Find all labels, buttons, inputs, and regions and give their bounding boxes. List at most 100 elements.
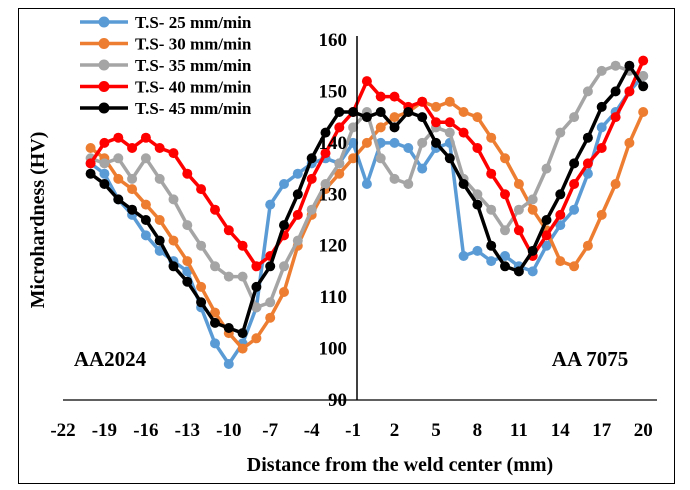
data-point <box>638 107 649 117</box>
data-point <box>223 359 234 369</box>
legend-item: T.S- 45 mm/min <box>80 99 252 118</box>
data-point <box>306 173 317 184</box>
data-point <box>389 122 400 133</box>
data-point <box>596 101 607 112</box>
data-point <box>527 194 538 205</box>
data-point <box>237 343 248 354</box>
data-point <box>265 297 276 308</box>
data-point <box>361 112 372 123</box>
labels-layer: -22 -19 -16 -13 -10 -7 -4 -1 2 5 8 11 14 17 20 90 100 110… <box>27 30 653 476</box>
data-point <box>210 307 220 318</box>
data-point <box>127 204 138 215</box>
legend-label: T.S- 45 mm/min <box>135 99 252 118</box>
data-point <box>417 137 428 148</box>
data-point <box>638 81 649 92</box>
data-point <box>541 240 552 251</box>
data-point <box>127 173 138 184</box>
data-point <box>223 323 234 333</box>
data-point <box>458 107 469 117</box>
data-point <box>610 112 621 123</box>
data-point <box>334 107 345 117</box>
data-point <box>582 86 593 97</box>
data-point <box>486 204 497 215</box>
data-point <box>527 245 538 256</box>
legend-swatch-marker <box>98 16 110 28</box>
data-point <box>279 287 289 297</box>
y-tick-label: 140 <box>319 133 348 154</box>
legend-swatch-marker <box>98 59 110 71</box>
data-point <box>500 251 510 261</box>
data-point <box>320 148 331 159</box>
data-point <box>306 153 317 164</box>
data-point <box>403 143 414 153</box>
y-axis-title: Microhardness (HV) <box>27 132 49 309</box>
data-point <box>127 184 138 195</box>
data-point <box>472 143 483 153</box>
data-point <box>99 158 110 169</box>
x-tick-label: 14 <box>551 420 571 441</box>
data-point <box>334 168 345 179</box>
data-point <box>196 184 207 195</box>
region-annotation: AA 7075 <box>552 347 628 371</box>
data-point <box>582 158 593 169</box>
data-point <box>223 225 234 236</box>
data-point <box>182 220 193 231</box>
x-tick-label: 5 <box>431 420 441 441</box>
x-tick-label: 20 <box>634 420 653 441</box>
data-point <box>403 107 414 117</box>
data-point <box>154 143 165 153</box>
data-point <box>127 143 138 153</box>
data-point <box>85 143 96 153</box>
data-point <box>417 112 428 123</box>
x-axis-title: Distance from the weld center (mm) <box>247 454 553 476</box>
data-point <box>513 179 524 189</box>
legend-item: T.S- 30 mm/min <box>80 35 252 54</box>
data-point <box>596 65 607 76</box>
x-tick-label: 17 <box>592 420 612 441</box>
x-tick-label: -13 <box>175 420 200 441</box>
data-point <box>389 173 400 184</box>
data-point <box>444 117 455 128</box>
data-point <box>182 168 193 179</box>
data-point <box>348 107 359 117</box>
data-point <box>431 137 441 148</box>
data-point <box>140 230 151 241</box>
data-point <box>541 215 552 225</box>
data-point <box>472 189 483 200</box>
data-point <box>140 215 151 225</box>
data-point <box>237 328 248 339</box>
data-point <box>196 240 207 251</box>
data-point <box>375 153 386 164</box>
data-point <box>472 112 483 123</box>
data-point <box>389 112 400 123</box>
data-point <box>500 189 510 200</box>
data-point <box>375 122 386 133</box>
data-point <box>320 179 331 189</box>
data-point <box>472 245 483 256</box>
x-tick-label: 2 <box>390 420 400 441</box>
data-point <box>582 168 593 179</box>
legend-label: T.S- 40 mm/min <box>135 78 252 97</box>
data-point <box>486 168 497 179</box>
data-point <box>527 266 538 277</box>
data-point <box>472 199 483 210</box>
x-tick-label: -16 <box>133 420 158 441</box>
x-tick-label: -22 <box>50 420 75 441</box>
data-point <box>541 230 552 241</box>
data-point <box>610 86 621 97</box>
legend-label: T.S- 35 mm/min <box>135 56 252 75</box>
data-point <box>237 271 248 282</box>
series-5 <box>85 60 649 339</box>
data-point <box>486 132 497 143</box>
data-point <box>513 204 524 215</box>
data-point <box>251 302 262 313</box>
data-point <box>210 338 220 349</box>
data-point <box>348 122 359 133</box>
legend-item: T.S- 25 mm/min <box>80 13 252 32</box>
data-point <box>403 179 414 189</box>
data-point <box>555 127 566 138</box>
data-point <box>569 204 580 215</box>
data-point <box>251 281 262 292</box>
data-point <box>265 261 276 272</box>
data-point <box>306 204 317 215</box>
